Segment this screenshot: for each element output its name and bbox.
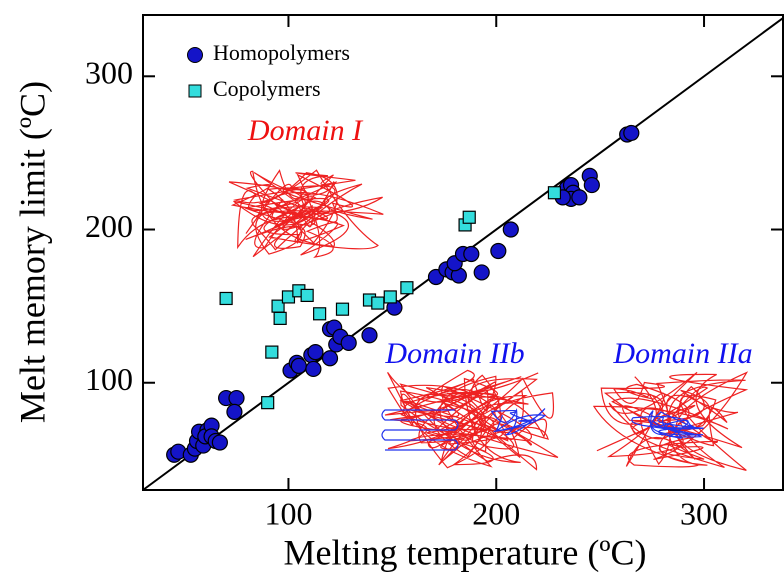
y-tick-label: 200 (85, 208, 133, 244)
annotation: Domain IIb (384, 337, 524, 370)
point (383, 290, 397, 304)
legend-label: Copolymers (213, 76, 321, 101)
legend-label: Homopolymers (213, 40, 350, 65)
point (547, 186, 562, 200)
point (473, 264, 490, 281)
point (502, 221, 519, 238)
point (462, 210, 476, 224)
legend-marker (188, 84, 202, 98)
point (219, 291, 233, 306)
point (321, 350, 339, 367)
point (340, 334, 357, 352)
point (261, 396, 275, 410)
point (273, 311, 287, 325)
point (313, 307, 327, 321)
point (335, 302, 350, 316)
point (226, 403, 243, 420)
x-tick-label: 100 (264, 495, 312, 531)
chain-sketches (228, 169, 749, 471)
point (300, 288, 314, 303)
chain (592, 371, 749, 471)
point (583, 176, 600, 194)
chain (384, 369, 559, 471)
chain (631, 410, 704, 439)
point (490, 242, 507, 260)
point (371, 296, 385, 310)
point (361, 327, 378, 344)
point (400, 281, 414, 295)
y-tick-label: 100 (85, 361, 133, 397)
point (463, 245, 480, 263)
y-axis-label: Melt memory limit (ºC) (12, 81, 52, 423)
point (623, 124, 640, 142)
y-tick-label: 300 (85, 55, 133, 91)
plot-frame (142, 14, 784, 491)
annotation: Domain IIa (612, 337, 752, 370)
x-axis-label: Melting temperature (ºC) (283, 532, 646, 572)
lamella (381, 409, 459, 451)
point (290, 357, 307, 374)
point (305, 360, 322, 378)
point (265, 345, 279, 359)
legend-marker (187, 47, 203, 63)
point (211, 434, 228, 451)
x-tick-label: 200 (472, 495, 520, 531)
chain (228, 169, 384, 259)
annotation: Domain I (247, 114, 364, 147)
chain (490, 408, 547, 436)
point (571, 189, 588, 206)
point (307, 343, 324, 361)
x-tick-label: 300 (680, 495, 728, 531)
point (228, 389, 245, 407)
